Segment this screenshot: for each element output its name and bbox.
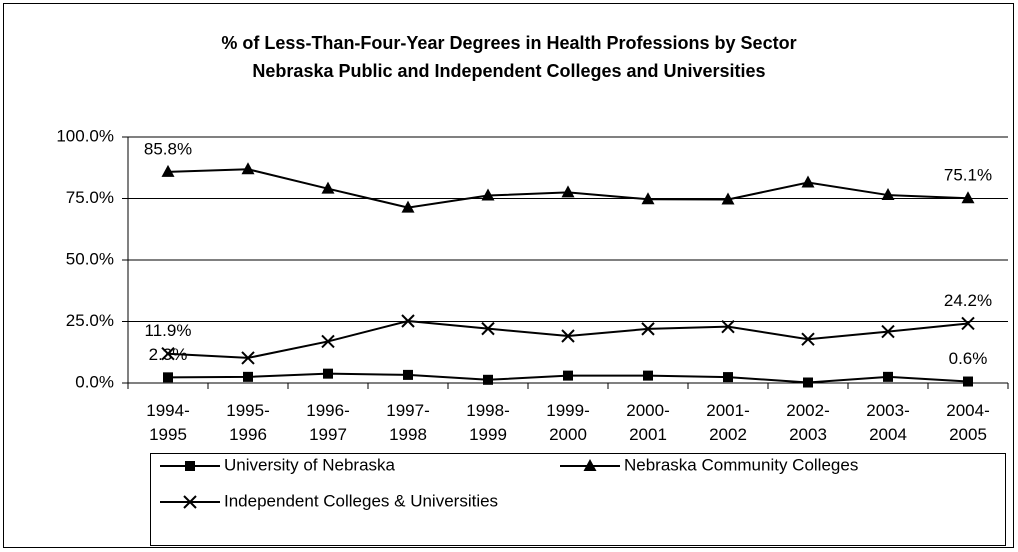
marker xyxy=(185,461,195,471)
data-label: 75.1% xyxy=(944,166,992,185)
marker xyxy=(161,164,175,177)
marker xyxy=(641,192,655,205)
y-tick-label: 50.0% xyxy=(66,249,114,268)
marker xyxy=(723,372,733,383)
marker xyxy=(561,185,575,198)
y-tick-label: 0.0% xyxy=(75,372,114,391)
marker xyxy=(801,175,815,188)
marker xyxy=(961,191,975,204)
marker xyxy=(561,329,575,343)
data-label: 85.8% xyxy=(144,139,192,158)
marker xyxy=(401,314,415,328)
marker xyxy=(401,200,415,213)
y-tick-label: 25.0% xyxy=(66,311,114,330)
marker xyxy=(161,347,175,361)
x-tick-label: 1995-1996 xyxy=(226,401,269,444)
marker xyxy=(183,495,197,509)
marker xyxy=(241,351,255,365)
marker xyxy=(643,370,653,381)
chart-subtitle: Nebraska Public and Independent Colleges… xyxy=(252,61,765,81)
marker xyxy=(321,334,335,349)
marker xyxy=(403,369,413,380)
marker xyxy=(721,192,735,205)
marker xyxy=(321,181,335,194)
marker xyxy=(163,372,173,383)
legend-label: Nebraska Community Colleges xyxy=(624,455,858,474)
legend-label: University of Nebraska xyxy=(224,455,396,474)
legend-label: Independent Colleges & Universities xyxy=(224,491,498,510)
x-tick-label: 2004-2005 xyxy=(946,401,989,444)
y-tick-label: 100.0% xyxy=(56,126,114,145)
y-tick-label: 75.0% xyxy=(66,188,114,207)
marker xyxy=(481,188,495,201)
x-tick-label: 2002-2003 xyxy=(786,401,829,444)
marker xyxy=(563,370,573,381)
x-tick-label: 1999-2000 xyxy=(546,401,589,444)
data-label: 11.9% xyxy=(145,321,192,340)
legend-box xyxy=(150,453,1006,546)
marker xyxy=(481,321,495,336)
x-tick-label: 2001-2002 xyxy=(706,401,749,444)
marker xyxy=(483,374,493,385)
marker xyxy=(883,371,893,382)
marker xyxy=(241,162,255,175)
marker xyxy=(881,188,895,201)
x-tick-label: 1997-1998 xyxy=(386,401,429,444)
marker xyxy=(583,459,597,471)
marker xyxy=(801,332,815,346)
marker xyxy=(963,376,973,387)
data-label: 0.6% xyxy=(949,349,988,368)
x-tick-label: 1994-1995 xyxy=(146,401,189,444)
marker xyxy=(961,316,975,331)
marker xyxy=(721,319,735,334)
marker xyxy=(323,368,333,379)
marker xyxy=(881,324,895,339)
marker xyxy=(641,322,655,336)
chart-title: % of Less-Than-Four-Year Degrees in Heal… xyxy=(221,33,796,53)
x-tick-label: 2000-2001 xyxy=(626,401,669,444)
marker xyxy=(243,371,253,382)
data-label: 24.2% xyxy=(944,291,992,310)
marker xyxy=(803,377,813,388)
x-tick-label: 2003-2004 xyxy=(866,401,909,444)
x-tick-label: 1996-1997 xyxy=(306,401,349,444)
x-tick-label: 1998-1999 xyxy=(466,401,509,444)
